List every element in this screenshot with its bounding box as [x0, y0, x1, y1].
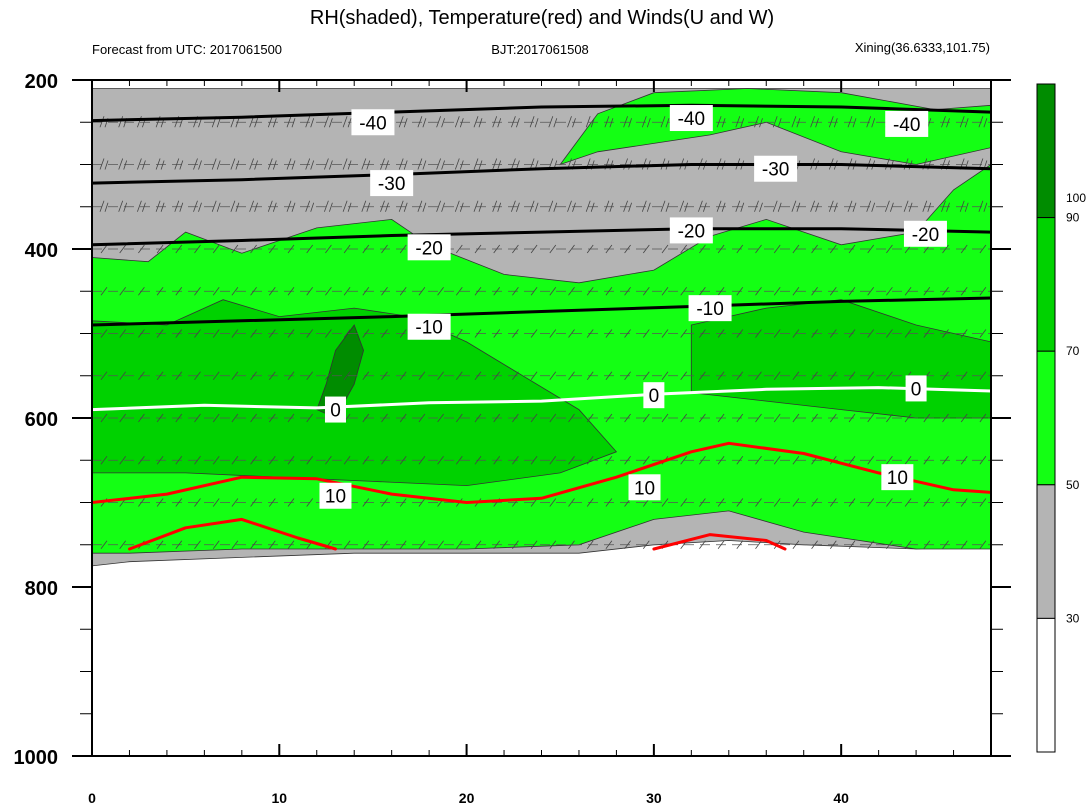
- contour-label-box-15: [881, 464, 914, 491]
- contour-label-5: -20: [415, 238, 442, 259]
- y-tick-label-4: 1000: [14, 747, 59, 769]
- colorbar-segment-2: [1036, 350, 1056, 486]
- wind-barbs-2: [99, 200, 988, 212]
- contour-label-2: -40: [893, 115, 920, 136]
- y-tick-label-2: 600: [25, 409, 58, 431]
- contour-label-7: -20: [912, 225, 939, 246]
- wind-barbs-5: [100, 329, 987, 338]
- contour-label-8: -10: [415, 318, 442, 339]
- wind-barbs-10: [100, 540, 987, 550]
- colorbar-label-1: 50: [1066, 478, 1080, 492]
- contour-label-11: 0: [649, 386, 660, 407]
- contour-label-9: -10: [696, 299, 723, 320]
- isotherm-4: [92, 386, 991, 412]
- y-tick-label-3: 800: [25, 578, 58, 600]
- contour-label-3: -30: [378, 174, 405, 195]
- contour-label-box-5: [407, 234, 451, 261]
- colorbar-label-3: 90: [1066, 211, 1080, 225]
- wind-barbs-3: [100, 244, 987, 254]
- contour-label-10: 0: [330, 401, 341, 422]
- isotherm-7: [652, 533, 787, 551]
- isotherm-5: [92, 441, 991, 504]
- isotherm-1: [92, 163, 991, 185]
- colorbar-label-4: 100: [1066, 191, 1086, 205]
- colorbar-label-0: 30: [1066, 611, 1080, 625]
- contour-label-14: 10: [634, 478, 655, 499]
- isotherm-0: [92, 103, 991, 123]
- x-tick-label-3: 30: [646, 790, 662, 806]
- contour-label-6: -20: [678, 221, 705, 242]
- bjt-subtitle: BJT:2017061508: [491, 42, 589, 57]
- contour-label-4: -30: [762, 160, 789, 181]
- contour-label-box-0: [351, 109, 395, 136]
- colorbar-label-2: 70: [1066, 344, 1080, 358]
- contour-label-box-10: [324, 396, 346, 423]
- contour-label-box-6: [669, 217, 713, 244]
- contour-label-1: -40: [678, 109, 705, 130]
- isotherm-3: [92, 296, 991, 327]
- colorbar-segment-0: [1036, 83, 1056, 219]
- isotherm-6: [128, 517, 337, 551]
- wind-barbs-6: [100, 371, 987, 381]
- rh-region-3: [92, 299, 618, 487]
- contour-label-box-7: [903, 220, 947, 247]
- contour-label-box-12: [905, 375, 927, 402]
- x-tick-label-1: 10: [272, 790, 288, 806]
- contour-label-box-8: [407, 313, 451, 340]
- contour-label-box-2: [885, 110, 929, 137]
- contour-label-box-13: [319, 482, 352, 509]
- colorbar-segment-3: [1036, 484, 1056, 619]
- y-tick-label-0: 200: [25, 71, 58, 93]
- contour-label-box-9: [688, 295, 732, 322]
- contour-label-13: 10: [325, 487, 346, 508]
- contour-label-box-3: [370, 170, 414, 197]
- colorbar: 30 50 70 90 100: [1036, 83, 1086, 753]
- wind-barbs-8: [100, 456, 987, 465]
- isotherm-2: [92, 227, 991, 247]
- wind-barbs-4: [100, 287, 987, 296]
- plot-area: -40 -40 -40 -30 -30 -20 -20 -20 -10 -10 0 0 0 10 10 10: [92, 88, 991, 567]
- contour-label-0: -40: [359, 113, 386, 134]
- contour-label-box-4: [754, 155, 798, 182]
- colorbar-segment-1: [1036, 217, 1056, 352]
- contour-label-15: 10: [887, 468, 908, 489]
- contour-label-box-11: [643, 382, 665, 409]
- contour-label-box-14: [628, 474, 661, 501]
- location-subtitle: Xining(36.6333,101.75): [855, 40, 990, 55]
- x-tick-label-4: 40: [833, 790, 849, 806]
- contour-label-12: 0: [911, 379, 922, 400]
- x-tick-label-2: 20: [459, 790, 475, 806]
- y-tick-label-1: 400: [25, 240, 58, 262]
- plot-content: -40 -40 -40 -30 -30 -20 -20 -20 -10 -10 0 0 0 10 10 10: [92, 88, 991, 567]
- wind-barbs-7: [100, 413, 987, 423]
- contour-label-box-1: [669, 105, 713, 132]
- chart-title: RH(shaded), Temperature(red) and Winds(U…: [310, 7, 774, 29]
- x-tick-label-0: 0: [88, 790, 96, 806]
- forecast-subtitle: Forecast from UTC: 2017061500: [92, 42, 282, 57]
- colorbar-segment-4: [1036, 617, 1056, 753]
